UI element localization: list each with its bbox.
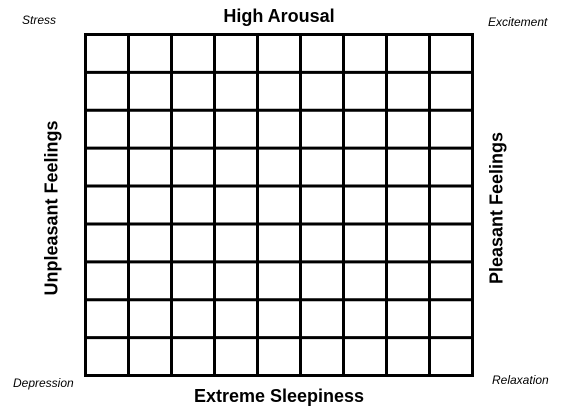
corner-label-excitement: Excitement [488, 15, 548, 29]
left-axis-label: Unpleasant Feelings [41, 120, 62, 296]
corner-label-stress: Stress [22, 13, 57, 27]
right-axis-label: Pleasant Feelings [486, 131, 507, 285]
corner-label-depression: Depression [13, 376, 74, 390]
corner-label-relaxation: Relaxation [492, 373, 549, 387]
top-axis-label: High Arousal [223, 6, 335, 26]
mood-grid [84, 33, 474, 377]
bottom-axis-label: Extreme Sleepiness [193, 386, 365, 406]
